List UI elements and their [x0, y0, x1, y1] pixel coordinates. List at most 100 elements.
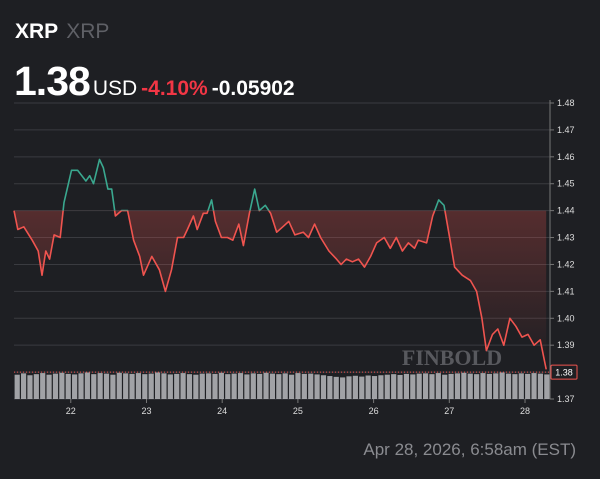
volume-bar — [65, 373, 71, 399]
volume-bar — [244, 374, 250, 399]
currency: USD — [92, 77, 138, 100]
volume-bar — [429, 374, 435, 399]
volume-bar — [378, 375, 384, 399]
volume-bar — [33, 374, 39, 399]
volume-bar — [333, 376, 339, 399]
volume-bar — [391, 374, 397, 399]
y-tick-label: 1.39 — [557, 340, 575, 350]
volume-bar — [97, 373, 103, 399]
volume-bar — [288, 374, 295, 399]
volume-bar — [352, 375, 358, 399]
volume-bar — [84, 372, 90, 399]
volume-bar — [505, 373, 512, 399]
volume-bar — [384, 374, 390, 399]
y-tick-label: 1.44 — [557, 206, 575, 216]
volume-bar — [314, 374, 320, 399]
volume-bar — [327, 376, 333, 399]
x-tick-label: 26 — [369, 406, 379, 416]
volume-bar — [544, 374, 550, 399]
volume-bar — [448, 373, 454, 399]
x-tick-label: 23 — [141, 406, 151, 416]
volume-bar — [518, 373, 524, 399]
volume-bar — [346, 376, 352, 399]
volume-bar — [263, 372, 269, 399]
volume-bar — [435, 373, 441, 399]
volume-bar — [467, 373, 473, 399]
volume-bar — [231, 373, 237, 399]
volume-bar — [416, 373, 422, 399]
volume-bar — [365, 375, 371, 399]
volume-bar — [110, 374, 116, 399]
x-tick-label: 25 — [293, 406, 303, 416]
volume-bar — [397, 374, 403, 399]
volume-bar — [218, 372, 224, 399]
volume-bar — [301, 373, 307, 399]
volume-bar — [537, 373, 544, 399]
volume-bar — [180, 373, 186, 399]
volume-bar — [531, 373, 537, 399]
x-tick-label: 27 — [444, 406, 454, 416]
volume-bar — [129, 373, 135, 399]
x-tick-label: 24 — [217, 406, 227, 416]
x-tick-label: 22 — [66, 406, 76, 416]
y-tick-label: 1.40 — [557, 313, 575, 323]
volume-bar — [512, 374, 518, 399]
volume-bar — [186, 374, 193, 399]
volume-bar — [493, 373, 499, 399]
volume-bar — [480, 373, 486, 399]
last-price-label: 1.38 — [555, 368, 573, 378]
volume-bar — [320, 375, 327, 399]
watermark: FINBOLD — [402, 345, 502, 370]
symbol: XRP — [15, 20, 59, 43]
volume-bar — [410, 374, 416, 399]
y-tick-label: 1.47 — [557, 125, 575, 135]
volume-bar — [422, 373, 429, 399]
y-tick-label: 1.48 — [557, 98, 575, 108]
volume-bar — [148, 373, 154, 399]
volume-bar — [403, 373, 410, 399]
last-price-box — [550, 364, 578, 380]
volume-bar — [442, 374, 448, 399]
volume-bar — [123, 373, 129, 399]
volume-bar — [135, 373, 142, 399]
volume-bar — [91, 374, 97, 399]
area — [14, 210, 547, 370]
volume-bar — [78, 373, 84, 399]
y-tick-label: 1.43 — [557, 233, 575, 243]
volume-bar — [454, 373, 461, 399]
volume-bar — [193, 374, 199, 399]
volume-bar — [103, 373, 110, 399]
volume-bar — [116, 372, 122, 399]
volume-bar — [474, 374, 480, 399]
price-line-up — [13, 158, 446, 211]
y-tick-label: 1.42 — [557, 259, 575, 269]
volume-bar — [340, 377, 346, 399]
volume-bar — [371, 376, 378, 399]
volume-bar — [174, 373, 180, 399]
volume-bar — [359, 376, 365, 399]
volume-bar — [20, 373, 27, 399]
volume-bar — [461, 372, 467, 399]
volume-bar — [161, 373, 167, 399]
volume-bar — [276, 374, 282, 399]
volume-bar — [27, 375, 33, 399]
asset-name: XRP — [66, 20, 110, 43]
volume-bar — [257, 373, 263, 399]
y-tick-label: 1.37 — [557, 394, 575, 404]
volume-bar — [154, 372, 161, 399]
volume-bar — [499, 372, 505, 399]
volume-bar — [72, 374, 78, 399]
volume-bar — [206, 373, 212, 399]
price: 1.38 — [14, 58, 91, 104]
volume-bar — [282, 373, 288, 399]
volume-bar — [525, 373, 531, 399]
price-row: 1.38 USD -4.10% -0.05902 — [14, 58, 295, 105]
volume-bar — [142, 374, 148, 399]
timestamp: Apr 28, 2026, 6:58am (EST) — [363, 440, 576, 459]
volume-bar — [46, 374, 52, 399]
change: -0.05902 — [211, 77, 295, 100]
volume-bar — [486, 373, 492, 399]
y-tick-label: 1.41 — [557, 286, 575, 296]
